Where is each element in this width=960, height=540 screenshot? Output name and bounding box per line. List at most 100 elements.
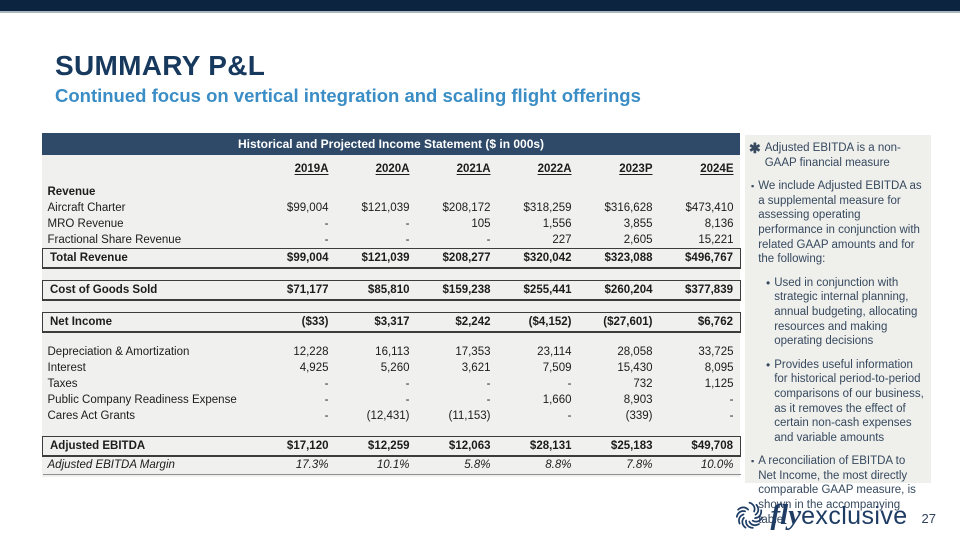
cell-value [498, 184, 579, 200]
cell-value: - [405, 378, 410, 390]
cell-value: 5.8% [416, 456, 498, 475]
cell-value: 1,660 [542, 394, 572, 406]
cell-value: $85,810 [335, 279, 417, 301]
cell-value: 732 [633, 378, 653, 390]
cell-value: 8.8% [497, 456, 579, 475]
income-table-body: Revenue Aircraft Charter $99,004 $121,039 $2… [42, 184, 741, 475]
cell-value: $12,063 [416, 435, 498, 457]
column-header-row: 2019A 2020A 2021A 2022A 2023P 2024E [43, 155, 741, 184]
table-row: Total Revenue $99,004 $121,039 $208,277 $320… [42, 247, 741, 269]
logo-fly-text: fly [770, 499, 802, 531]
row-label: Total Revenue [42, 247, 255, 269]
cell-value: $6,762 [659, 311, 741, 333]
cell-value: $121,039 [361, 202, 410, 214]
cell-value: $260,204 [578, 279, 660, 301]
cell-value: 23,114 [537, 346, 572, 358]
cell-value [417, 184, 498, 200]
spacer-cell [43, 300, 741, 312]
cell-value: 7.8% [578, 456, 660, 475]
column-header: 2019A [294, 163, 329, 175]
table-row: Adjusted EBITDA $17,120 $12,259 $12,063 $28,… [42, 435, 741, 457]
row-label: Taxes [47, 378, 78, 390]
table-title: Historical and Projected Income Statemen… [42, 133, 740, 155]
table-row: Public Company Readiness Expense - - - 1,660… [43, 392, 741, 408]
cell-value: 7,509 [542, 362, 572, 374]
cell-value: (12,431) [366, 410, 410, 422]
cell-value: - [567, 410, 572, 422]
cell-value: $71,177 [254, 279, 336, 301]
column-header: 2021A [456, 163, 491, 175]
cell-value: $318,259 [523, 202, 572, 214]
sidebar-list: ✱ Adjusted EBITDA is a non-GAAP financial… [749, 140, 926, 527]
table-row: Adjusted EBITDA Margin 17.3% 10.1% 5.8% 8.8%… [42, 456, 741, 475]
cell-value: - [405, 233, 410, 246]
cell-value [660, 184, 741, 200]
cell-value: $99,004 [254, 247, 336, 269]
cell-value: ($4,152) [497, 311, 579, 333]
cell-value: - [324, 410, 329, 422]
cell-value: 10.1% [335, 456, 417, 475]
row-label: Adjusted EBITDA Margin [42, 456, 255, 475]
cell-value: 227 [552, 233, 572, 246]
column-header-empty [43, 155, 255, 184]
row-label: Adjusted EBITDA [42, 435, 255, 457]
cell-value: - [729, 394, 734, 406]
footer: fly exclusive 27 [733, 499, 936, 532]
cell-value: 8,903 [623, 394, 653, 406]
spacer-cell [43, 424, 741, 436]
table-row: MRO Revenue - - 105 1,556 3,855 8,136 [43, 216, 741, 232]
company-logo: fly exclusive [771, 499, 908, 532]
spacer-cell [43, 332, 741, 344]
page-number: 27 [921, 511, 936, 526]
table-row: Cares Act Grants - (12,431) (11,153) - (339) - [43, 408, 741, 424]
cell-value: $25,183 [578, 435, 660, 457]
sidebar-bullet-item: ▪ We include Adjusted EBITDA as a supplem… [749, 179, 926, 267]
page-subtitle: Continued focus on vertical integration … [55, 85, 641, 106]
cell-value: $12,259 [335, 435, 417, 457]
cell-value: 1,125 [704, 378, 734, 390]
cell-value: $121,039 [335, 247, 417, 269]
cell-value: $320,042 [497, 247, 579, 269]
table-row: Aircraft Charter $99,004 $121,039 $208,172 $… [43, 200, 741, 216]
cell-value: $208,172 [442, 202, 491, 214]
row-label: MRO Revenue [47, 218, 124, 230]
cell-value: (11,153) [448, 410, 491, 422]
row-label: Cost of Goods Sold [42, 279, 255, 301]
table-row: Interest 4,925 5,260 3,621 7,509 15,430 8,095 [43, 360, 741, 376]
cell-value: 15,221 [698, 233, 734, 246]
cell-value: 2,605 [623, 233, 653, 246]
cell-value: (339) [625, 410, 653, 422]
row-label: Cares Act Grants [47, 410, 136, 422]
cell-value: 4,925 [299, 362, 329, 374]
cell-value: ($27,601) [578, 311, 660, 333]
turbine-swirl-icon [734, 501, 764, 531]
bullet-text: Adjusted EBITDA is a non-GAAP financial … [764, 142, 901, 169]
table-row: Taxes - - - - 732 1,125 [43, 376, 741, 392]
row-label: Net Income [42, 311, 255, 333]
spacer-row [43, 332, 741, 344]
sidebar-bullet-item: ✱ Adjusted EBITDA is a non-GAAP financial… [749, 140, 926, 170]
cell-value: 12,228 [293, 346, 329, 358]
cell-value: $17,120 [254, 435, 336, 457]
cell-value: 8,136 [704, 218, 734, 230]
bullet-text: Used in conjunction with strategic inter… [774, 276, 918, 348]
cell-value: - [324, 378, 329, 390]
cell-value: $2,242 [416, 311, 498, 333]
income-statement-panel: Historical and Projected Income Statemen… [42, 133, 741, 477]
cell-value: 17,353 [455, 346, 491, 358]
row-label: Interest [47, 362, 86, 374]
column-header: 2023P [619, 163, 653, 175]
cell-value: 28,058 [617, 346, 653, 358]
dot-bullet-icon: • [766, 275, 771, 290]
cell-value [336, 184, 417, 200]
spacer-cell [43, 268, 741, 280]
table-row: Cost of Goods Sold $71,177 $85,810 $159,238… [42, 279, 741, 301]
cell-value: - [567, 378, 572, 390]
cell-value: 8,095 [704, 362, 734, 374]
income-table: 2019A 2020A 2021A 2022A 2023P 2024E Revenue Ai… [42, 155, 741, 475]
cell-value: 33,725 [698, 346, 734, 358]
sidebar-bullet-item: ▪ A reconciliation of EBITDA to Net Incom… [749, 454, 926, 527]
table-row: Net Income ($33) $3,317 $2,242 ($4,152) ($27,… [42, 311, 741, 333]
row-label: Aircraft Charter [47, 202, 126, 214]
sidebar-bullet-item: • Provides useful information for histori… [749, 358, 926, 446]
